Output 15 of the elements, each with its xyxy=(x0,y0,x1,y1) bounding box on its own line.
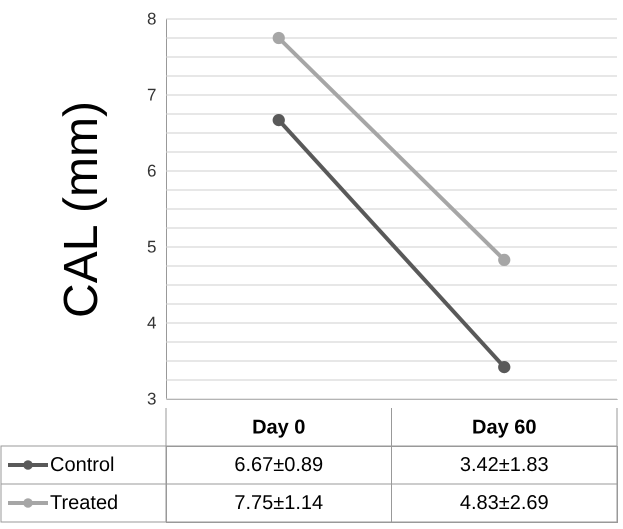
legend-label: Treated xyxy=(50,492,118,514)
x-tick-label: Day 60 xyxy=(472,416,536,438)
y-tick-label: 3 xyxy=(147,390,156,408)
data-label: 7.75±1.14 xyxy=(234,492,324,514)
x-tick-label: Day 0 xyxy=(252,416,306,438)
y-tick-label: 7 xyxy=(147,86,156,104)
data-label: 6.67±0.89 xyxy=(234,454,324,476)
y-tick-label: 5 xyxy=(147,238,156,256)
y-tick-label: 8 xyxy=(147,10,156,28)
y-tick-label: 6 xyxy=(147,162,156,180)
y-axis-title: CAL (mm) xyxy=(55,101,108,318)
data-label: 3.42±1.83 xyxy=(460,454,549,476)
y-tick-label: 4 xyxy=(147,314,156,332)
legend-label: Control xyxy=(50,454,114,476)
data-label: 4.83±2.69 xyxy=(460,492,549,514)
